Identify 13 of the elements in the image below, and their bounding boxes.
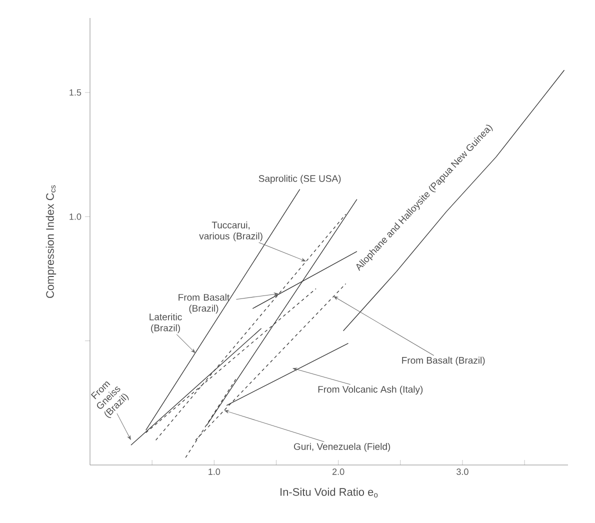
annotation: From Volcanic Ash (Italy) — [318, 386, 423, 395]
y-tick-label: 1.5 — [70, 89, 82, 96]
annotation: Lateritic (Brazil) — [150, 313, 182, 334]
annotation: Tuccarui, various (Brazil) — [199, 221, 262, 242]
x-axis-title: In-Situ Void Ratio e$_{o}$ — [280, 488, 378, 498]
annotation: From Basalt (Brazil) — [178, 294, 230, 314]
annotation: Saprolitic (SE USA) — [258, 174, 341, 184]
x-tick-label: 3.0 — [456, 468, 468, 475]
y-axis-title: Compression Index C$_{cs}$ — [46, 185, 56, 298]
annotation: Guri, Venezuela (Field) — [294, 442, 390, 452]
annotation: From Basalt (Brazil) — [402, 356, 485, 366]
x-tick-label: 1.0 — [208, 468, 220, 475]
x-tick-label: 2.0 — [332, 468, 344, 475]
